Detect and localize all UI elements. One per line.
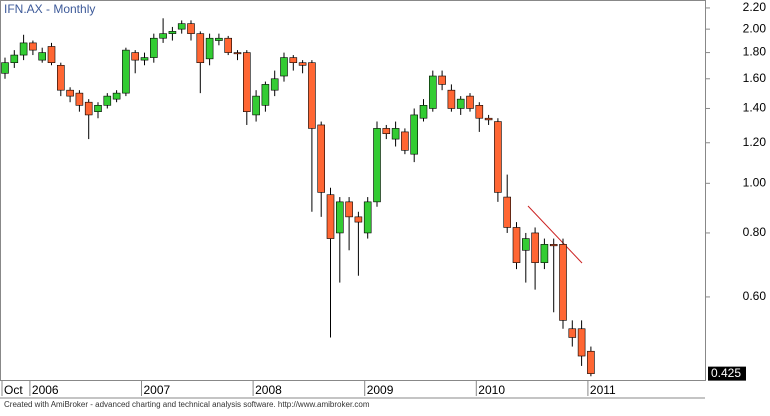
x-tick-label: 2008 [255, 383, 282, 397]
y-tick-label: 1.20 [743, 135, 767, 149]
candle-body [233, 52, 242, 55]
candle-body [438, 75, 446, 85]
candle-body [373, 128, 381, 203]
candle-body [94, 105, 102, 112]
x-tick-label: 2009 [367, 383, 394, 397]
x-tick-label: 2007 [144, 383, 171, 397]
candle-body [150, 37, 158, 58]
x-tick-label: 2010 [478, 383, 505, 397]
candle-body [540, 244, 549, 263]
candle-body [1, 62, 9, 74]
candle-body [494, 121, 502, 193]
candle-body [47, 46, 56, 63]
candle-body [56, 64, 65, 91]
candle-body [503, 196, 512, 228]
candle-body [112, 92, 121, 100]
candle-body [428, 75, 437, 109]
candle-body [335, 201, 344, 234]
candle-body [326, 194, 335, 239]
candle-body [559, 244, 567, 321]
y-tick-label: 2.20 [743, 0, 767, 14]
candle-body [131, 52, 139, 61]
y-tick-label: 1.00 [743, 175, 767, 189]
candle-body [252, 95, 260, 116]
candle-body [103, 95, 112, 106]
candle-body [354, 216, 363, 223]
candle-body [289, 57, 298, 63]
candle-body [196, 33, 205, 63]
candle-body [168, 31, 177, 34]
candle-body [512, 227, 521, 263]
chart-title: IFN.AX - Monthly [4, 2, 95, 16]
x-tick-label: Oct [4, 383, 23, 397]
candle-body [410, 114, 419, 155]
candle-body [280, 57, 288, 77]
candle-body [224, 37, 232, 53]
y-tick-label: 1.80 [743, 45, 767, 59]
candle-body [475, 105, 484, 119]
candle-body [261, 84, 270, 106]
candle-body [577, 328, 586, 357]
candle-body [122, 49, 130, 94]
candle-body [382, 128, 391, 134]
y-tick-label: 2.00 [743, 21, 767, 35]
candle-body [270, 78, 279, 91]
candle-body [19, 42, 28, 56]
candle-body [29, 42, 37, 51]
x-tick-label: 2006 [32, 383, 59, 397]
candle-body [363, 201, 372, 234]
y-tick-label: 0.60 [743, 289, 767, 303]
last-price-box [708, 366, 746, 381]
candle-body [38, 52, 47, 61]
trend-line [527, 205, 583, 264]
candle-body [531, 232, 539, 263]
plot-frame [0, 0, 706, 381]
last-price-label: 0.425 [711, 366, 741, 380]
candle-body [345, 201, 353, 218]
candle-body [521, 238, 530, 251]
y-tick-label: 1.40 [743, 101, 767, 115]
candle-body [159, 33, 167, 39]
candle-body [215, 37, 223, 41]
candle-body [391, 128, 400, 140]
candle-body [66, 89, 74, 97]
candle-body [243, 52, 251, 112]
x-tick-label: 2011 [590, 383, 616, 397]
footer: Created with AmiBroker - advanced charti… [4, 400, 370, 409]
candle-body [456, 98, 465, 109]
candle-body [10, 54, 19, 63]
candle-body [484, 117, 493, 121]
y-tick-label: 1.60 [743, 71, 767, 85]
candle-body [177, 23, 186, 30]
candle-body [317, 124, 326, 193]
candle-body [447, 89, 456, 109]
candle-body [298, 62, 307, 66]
candle-body [140, 57, 149, 61]
candle-body [419, 105, 428, 119]
candle-body [205, 37, 214, 60]
y-tick-label: 0.80 [743, 225, 767, 239]
candle-body [308, 62, 316, 129]
candle-body [75, 92, 84, 106]
candle-body [187, 23, 195, 34]
candle-body [401, 131, 409, 151]
candle-body [466, 95, 474, 109]
candle-body [84, 101, 93, 116]
candle-body [549, 244, 558, 247]
candle-body [587, 350, 595, 374]
candle-body [568, 328, 577, 338]
